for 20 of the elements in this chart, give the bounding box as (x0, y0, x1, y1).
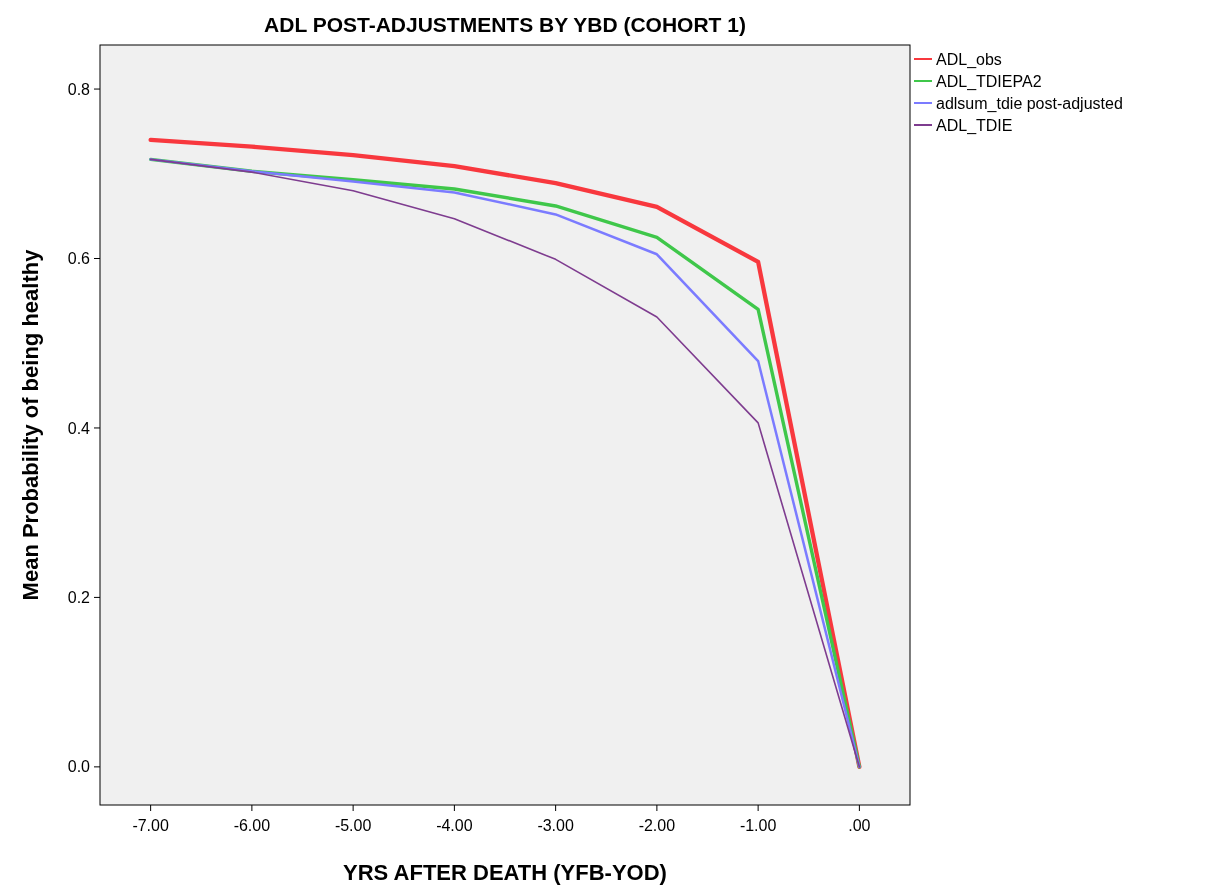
legend-label: ADL_TDIEPA2 (936, 72, 1042, 91)
x-tick-label: -1.00 (739, 817, 777, 834)
y-tick-label: 0.4 (67, 419, 91, 437)
x-tick-label: -3.00 (537, 817, 574, 834)
legend-label: ADL_obs (936, 50, 1002, 69)
x-tick-label: -2.00 (638, 817, 676, 834)
y-tick-label: 0.6 (67, 250, 91, 268)
y-tick-label: 0.8 (67, 80, 91, 98)
y-tick-label: 0.2 (67, 589, 91, 607)
x-tick-label: -5.00 (334, 817, 372, 834)
x-tick-label: -6.00 (233, 817, 271, 834)
y-tick-label: 0.0 (67, 758, 91, 776)
x-tick-label: -4.00 (436, 817, 473, 834)
x-axis-title: YRS AFTER DEATH (YFB-YOD) (343, 860, 667, 885)
legend-label: ADL_TDIE (936, 116, 1013, 135)
x-tick-label: -7.00 (132, 817, 169, 834)
y-axis-title: Mean Probability of being healthy (18, 248, 43, 601)
legend-label: adlsum_tdie post-adjusted (936, 94, 1123, 113)
chart-title: ADL POST-ADJUSTMENTS BY YBD (COHORT 1) (264, 13, 746, 36)
x-tick-label: .00 (848, 817, 871, 834)
